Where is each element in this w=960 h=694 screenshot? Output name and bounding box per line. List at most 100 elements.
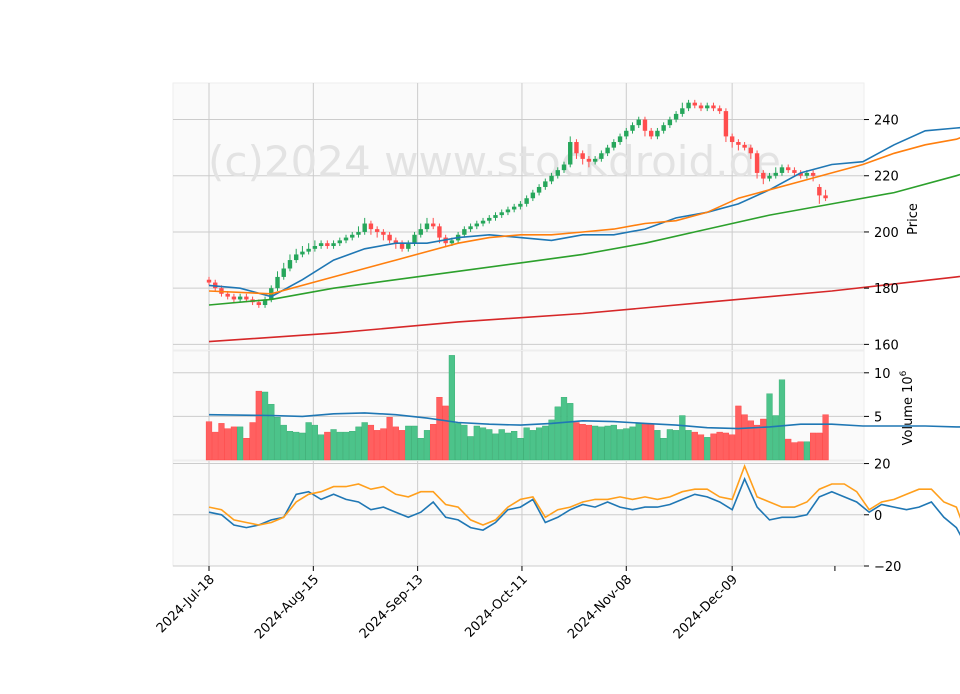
volume-bar <box>760 418 767 461</box>
volume-bar <box>747 420 754 461</box>
volume-bar <box>423 430 431 461</box>
candle <box>487 215 492 224</box>
candle <box>729 133 735 148</box>
candle <box>306 243 311 255</box>
candle <box>293 248 299 263</box>
candle <box>636 116 641 128</box>
candle <box>536 184 542 196</box>
volume-bar <box>542 425 549 461</box>
volume-bar <box>392 426 399 461</box>
series-line-oscillator-0 <box>208 476 960 536</box>
volume-bar <box>492 433 499 461</box>
xtick-label: 2024-Sep-13 <box>357 572 427 642</box>
volume-bar <box>504 432 512 461</box>
ytick-label: 5 <box>874 410 882 425</box>
candle <box>374 226 380 238</box>
candle <box>343 234 349 244</box>
series-line-volume-0 <box>208 412 960 430</box>
candle <box>287 254 293 272</box>
candle <box>655 127 660 140</box>
candle <box>761 170 766 185</box>
candle <box>580 150 585 165</box>
volume-bar <box>430 424 437 461</box>
candle <box>605 144 610 157</box>
candle <box>524 195 529 207</box>
candle <box>630 122 635 134</box>
volume-bar <box>230 426 238 461</box>
candle <box>474 220 480 230</box>
candle <box>705 102 710 112</box>
candle <box>549 172 554 185</box>
candle <box>617 133 623 145</box>
volume-bar <box>455 423 462 461</box>
volume-bar <box>704 437 711 461</box>
candle <box>742 142 747 151</box>
volume-bar <box>697 434 705 461</box>
candle <box>206 276 212 286</box>
volume-bar <box>498 429 505 461</box>
candle <box>786 164 791 173</box>
volume-bar <box>212 431 219 461</box>
volume-bar <box>573 422 580 461</box>
volume-bar <box>635 423 642 461</box>
candle <box>779 164 785 176</box>
candle <box>244 293 249 303</box>
volume-bar <box>810 432 817 461</box>
volume-bar <box>691 431 698 461</box>
xtick-label: 2024-Dec-09 <box>671 572 741 642</box>
volume-bar <box>554 406 561 461</box>
volume-bar <box>243 438 250 461</box>
volume-bar <box>610 424 617 461</box>
volume-bar <box>529 430 536 461</box>
candle <box>648 127 654 140</box>
candle <box>624 127 629 140</box>
xtick-label: 2024-Nov-08 <box>565 572 635 642</box>
candle <box>325 240 330 249</box>
ytick-label: 20 <box>874 458 891 473</box>
volume-bar <box>224 428 231 461</box>
candle <box>262 296 268 308</box>
volume-bar <box>772 415 779 461</box>
volume-bar <box>374 430 381 461</box>
candle <box>331 240 336 249</box>
candle <box>368 220 374 235</box>
volume-bar <box>286 431 294 461</box>
volume-bar <box>218 423 225 461</box>
candle <box>381 229 386 241</box>
panel-price-background <box>172 82 865 351</box>
candle <box>337 237 342 247</box>
candle <box>555 167 560 179</box>
ytick-label: 200 <box>874 226 899 241</box>
volume-bar <box>386 417 393 461</box>
candle <box>300 246 305 258</box>
candle <box>518 201 523 210</box>
candle <box>661 122 666 134</box>
volume-bar <box>367 424 375 461</box>
candle <box>698 102 704 112</box>
series-line-price-0 <box>208 126 960 298</box>
candle <box>767 172 772 182</box>
volume-bar <box>616 429 624 461</box>
xtick-label: 2024-Jul-18 <box>154 572 218 636</box>
volume-bar <box>648 424 655 461</box>
candle <box>406 240 411 252</box>
volume-bar <box>293 431 300 461</box>
candle <box>736 139 741 151</box>
volume-bar <box>666 429 673 461</box>
candle <box>586 156 592 168</box>
volume-bar <box>735 405 742 461</box>
candle <box>318 240 324 249</box>
volume-bar <box>797 441 804 461</box>
candle <box>686 99 691 112</box>
volume-bar <box>311 424 318 461</box>
candle <box>673 111 679 123</box>
candle <box>275 271 280 291</box>
ytick-label: 160 <box>874 338 899 353</box>
volume-bar <box>592 425 599 461</box>
volume-bar <box>822 414 829 461</box>
candle <box>561 161 567 173</box>
volume-bar <box>716 431 723 461</box>
candle <box>362 217 367 235</box>
volume-bar <box>567 403 574 461</box>
